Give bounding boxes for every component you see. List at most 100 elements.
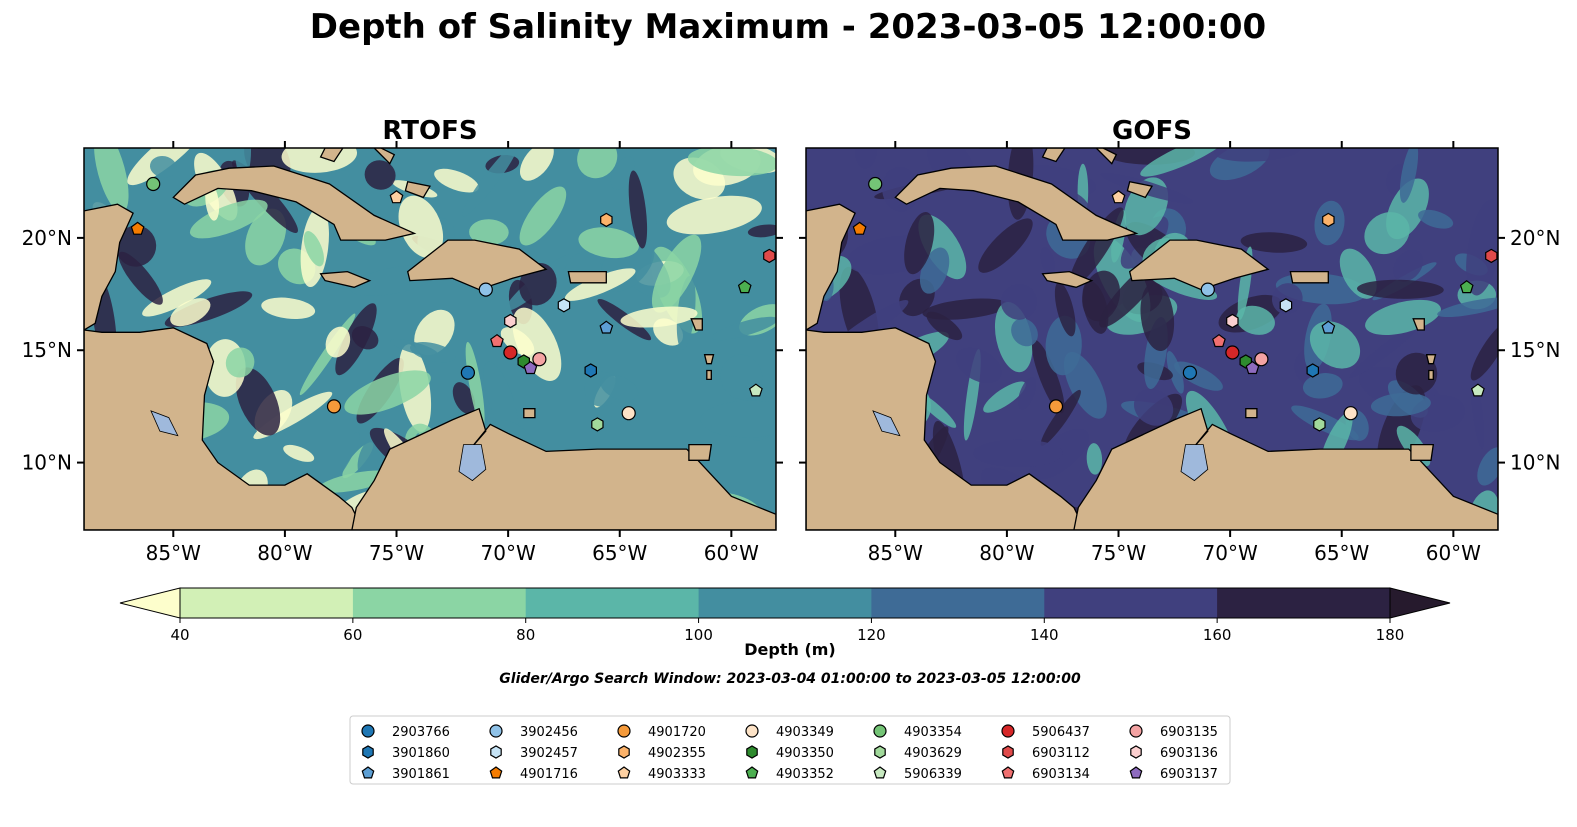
field-patch	[434, 168, 479, 193]
legend-marker-4903350	[746, 745, 758, 759]
land-bahamas1	[319, 148, 344, 163]
field-patch	[319, 432, 360, 495]
float-4903352	[737, 280, 752, 294]
colorbar-bin	[1217, 588, 1391, 618]
legend: 2903766 3901860 3901861 3902456 3902457 49017…	[349, 715, 1231, 785]
legend-marker-6903137	[1129, 766, 1143, 779]
float-3901860	[1306, 363, 1320, 378]
x-tick-label: 80°W	[979, 541, 1034, 565]
land-florida	[979, 148, 1004, 149]
legend-marker-3902456	[489, 724, 503, 738]
float-2903766	[1182, 365, 1198, 380]
colorbar-under-arrow	[119, 587, 181, 619]
legend-label: 4903629	[904, 746, 962, 761]
field-patch	[1054, 282, 1076, 337]
legend-marker-4902355	[618, 745, 630, 759]
field-patch	[149, 155, 177, 178]
field-patch	[325, 326, 351, 358]
legend-marker-6903112	[1002, 745, 1014, 759]
float-3901860	[584, 363, 598, 378]
gofs-panel-title: GOFS	[1112, 116, 1192, 146]
colorbar-over-arrow	[1389, 587, 1451, 619]
field-patch	[410, 342, 456, 363]
legend-label: 5906437	[1032, 725, 1090, 740]
field-patch	[465, 341, 485, 427]
legend-marker-4903354	[873, 724, 887, 738]
field-patch	[564, 268, 636, 301]
y-tick-label: 20°N	[1510, 226, 1560, 250]
float-4903352	[1459, 280, 1474, 294]
field-patch	[483, 361, 519, 438]
field-patch	[1017, 376, 1037, 410]
field-patch	[1470, 321, 1498, 381]
y-tick-label: 15°N	[22, 338, 72, 362]
field-patch	[700, 400, 776, 438]
colorbar-label: Depth (m)	[744, 640, 836, 659]
field-patch	[651, 234, 702, 313]
field-patch	[983, 381, 1026, 413]
field-patch	[452, 382, 476, 415]
float-6903134	[490, 333, 504, 348]
rtofs-panel-title: RTOFS	[382, 116, 477, 146]
legend-marker-6903135	[1129, 724, 1143, 738]
legend-marker-5906339	[873, 766, 887, 779]
lake-nicaragua	[872, 410, 901, 437]
field-patch	[1437, 297, 1498, 318]
legend-label: 4903333	[648, 767, 706, 782]
field-patch	[245, 208, 287, 266]
land-aruba-curacao	[523, 408, 536, 419]
legend-marker-3901860	[362, 745, 374, 759]
field-patch	[600, 374, 639, 401]
field-patch	[189, 199, 268, 239]
field-patch	[398, 195, 444, 258]
legend-marker-4903349	[745, 724, 759, 738]
float-3902457	[557, 298, 571, 313]
float-4903354	[146, 176, 161, 192]
y-tick-label: 15°N	[1510, 338, 1560, 362]
field-patch	[1370, 392, 1431, 417]
field-patch	[1086, 443, 1103, 475]
field-patch	[1040, 247, 1056, 276]
legend-label: 5906339	[904, 767, 962, 782]
legend-marker-4903333	[617, 766, 631, 779]
field-patch	[1140, 148, 1229, 177]
float-6903137	[1245, 360, 1260, 375]
legend-marker-6903136	[1130, 745, 1142, 759]
field-patch	[512, 307, 562, 381]
land-bahamas3	[404, 180, 432, 199]
legend-label: 3901861	[392, 767, 450, 782]
legend-label: 3902456	[520, 725, 578, 740]
colorbar: 40 60 80 100 120 140 160 180	[119, 587, 1451, 644]
field-patch	[283, 444, 315, 462]
land-bahamas2	[373, 148, 396, 165]
y-tick-label: 10°N	[1510, 451, 1560, 475]
float-4901720	[1048, 399, 1064, 414]
x-tick-label: 70°W	[1203, 541, 1258, 565]
field-patch	[1393, 249, 1424, 282]
legend-marker-3902457	[490, 745, 502, 759]
field-patch	[955, 347, 1002, 384]
field-patch	[904, 211, 935, 275]
colorbar-tick-label: 80	[516, 626, 535, 644]
field-patch	[1240, 232, 1308, 253]
legend-marker-6903134	[1001, 766, 1015, 779]
field-patch	[344, 370, 431, 415]
legend-label: 4903352	[776, 767, 834, 782]
land-yucatan	[84, 203, 134, 331]
field-patch	[1236, 305, 1275, 335]
field-patch	[1063, 352, 1107, 419]
x-tick-label: 65°W	[1314, 541, 1369, 565]
legend-label: 3901860	[392, 746, 450, 761]
field-patch	[1031, 339, 1065, 414]
field-patch	[922, 298, 1009, 320]
land-hispaniola	[1128, 239, 1270, 291]
rtofs-map	[84, 148, 776, 530]
field-patch	[578, 227, 639, 259]
float-4901716	[852, 221, 867, 235]
field-patch	[1466, 199, 1498, 296]
float-4903354	[868, 176, 883, 192]
colorbar-bin	[871, 588, 1045, 618]
float-3901861	[599, 320, 614, 334]
field-patch	[1133, 388, 1174, 426]
